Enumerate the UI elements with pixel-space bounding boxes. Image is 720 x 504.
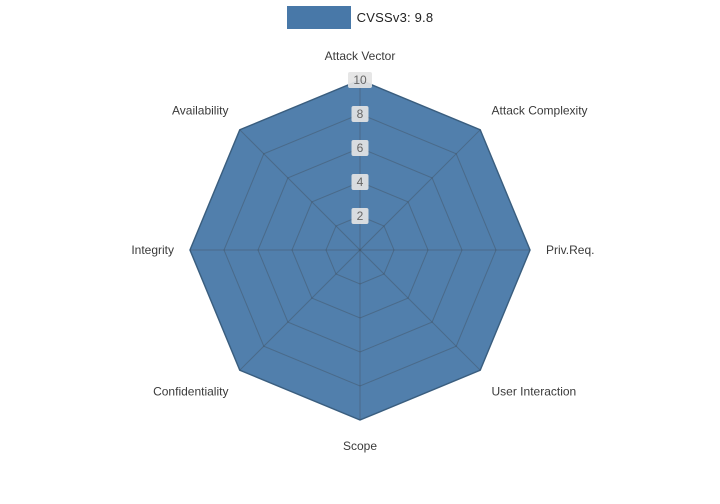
axis-label: Priv.Req. [546,243,594,257]
tick-label: 4 [357,175,364,189]
tick-box [351,140,369,156]
axis-label: Attack Vector [325,49,396,63]
axis-label: User Interaction [492,385,577,399]
tick-label: 10 [353,73,367,87]
radar-series-polygon [189,79,531,421]
tick-box [348,72,372,88]
tick-box [351,174,369,190]
grid-spoke [359,249,481,371]
axis-label: Attack Complexity [492,103,588,117]
tick-label: 2 [357,209,364,223]
grid-spoke [359,129,481,251]
axis-label: Availability [172,103,228,117]
grid-ring [189,79,531,421]
axis-label: Confidentiality [153,385,228,399]
grid-spoke [239,129,361,251]
grid-spoke [239,249,361,371]
tick-box [351,106,369,122]
tick-label: 6 [357,141,364,155]
grid-ring [257,147,463,353]
axis-label: Integrity [131,243,174,257]
tick-label: 8 [357,107,364,121]
grid-ring [291,181,429,319]
axis-label: Scope [343,439,377,453]
tick-box [351,208,369,224]
grid-ring [223,113,497,387]
grid-ring [325,215,395,285]
